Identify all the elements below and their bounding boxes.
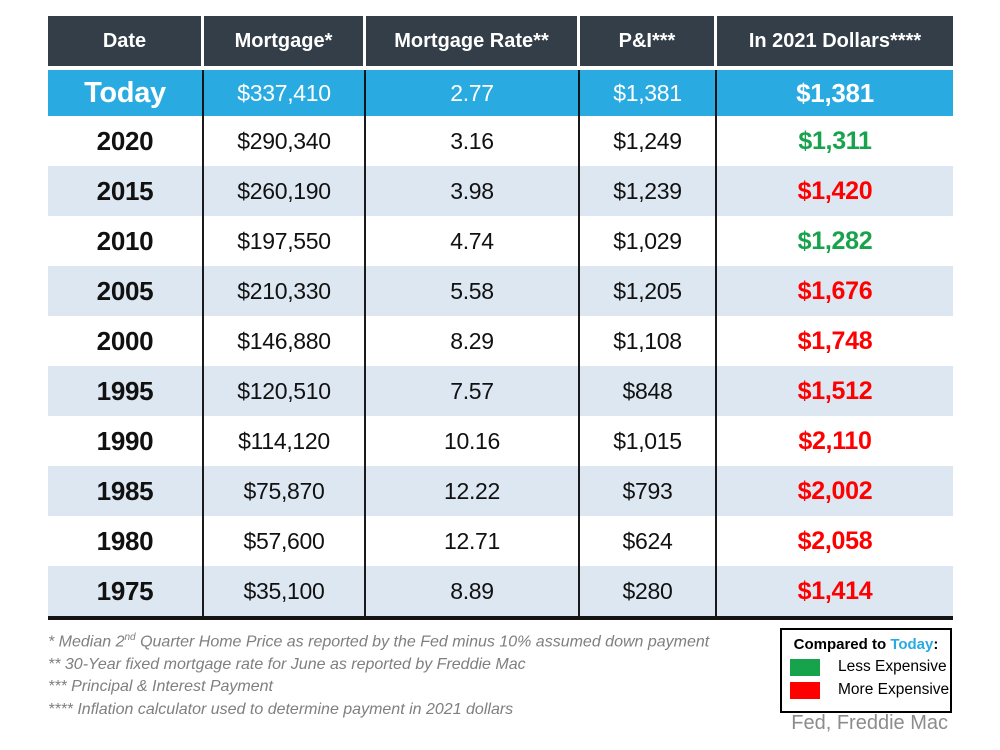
pi-cell: $793	[580, 466, 717, 516]
legend-item-less-expensive: Less Expensive	[790, 658, 947, 676]
date-cell: 2020	[48, 116, 204, 166]
pi-cell: $624	[580, 516, 717, 566]
mortgage-cell: $337,410	[204, 70, 366, 116]
mortgage-cell: $260,190	[204, 166, 366, 216]
table-row-1980: 1980 $57,600 12.71 $624 $2,058	[48, 516, 953, 566]
rate-cell: 7.57	[366, 366, 580, 416]
rate-cell: 5.58	[366, 266, 580, 316]
header-in-2021-dollars: In 2021 Dollars****	[717, 16, 953, 66]
mortgage-comparison-table: Date Mortgage* Mortgage Rate** P&I*** In…	[48, 16, 953, 620]
date-cell: 1990	[48, 416, 204, 466]
mortgage-cell: $75,870	[204, 466, 366, 516]
data-source: Fed, Freddie Mac	[791, 712, 948, 734]
footnotes: * Median 2nd Quarter Home Price as repor…	[48, 627, 768, 721]
rate-cell: 4.74	[366, 216, 580, 266]
in-2021-cell: $2,002	[797, 476, 873, 505]
table-row-2020: 2020 $290,340 3.16 $1,249 $1,311	[48, 116, 953, 166]
date-cell: 2000	[48, 316, 204, 366]
pi-cell: $1,205	[580, 266, 717, 316]
in-2021-cell: $2,058	[797, 526, 873, 555]
mortgage-cell: $210,330	[204, 266, 366, 316]
table-row-2000: 2000 $146,880 8.29 $1,108 $1,748	[48, 316, 953, 366]
rate-cell: 3.98	[366, 166, 580, 216]
header-date: Date	[48, 16, 204, 66]
in-2021-cell: $1,748	[797, 326, 873, 355]
rate-cell: 10.16	[366, 416, 580, 466]
mortgage-cell: $146,880	[204, 316, 366, 366]
table-header-row: Date Mortgage* Mortgage Rate** P&I*** In…	[48, 16, 953, 66]
pi-cell: $1,108	[580, 316, 717, 366]
in-2021-cell: $1,311	[798, 126, 872, 155]
legend-box: Compared to Today: Less Expensive More E…	[780, 628, 952, 713]
table-row-1975: 1975 $35,100 8.89 $280 $1,414	[48, 566, 953, 616]
footnote-2: ** 30-Year fixed mortgage rate for June …	[48, 655, 526, 673]
legend-label: More Expensive	[838, 681, 950, 698]
date-cell: 1985	[48, 466, 204, 516]
mortgage-cell: $290,340	[204, 116, 366, 166]
header-pi: P&I***	[580, 16, 717, 66]
in-2021-cell: $1,282	[797, 226, 873, 255]
green-swatch-icon	[790, 658, 820, 676]
mortgage-cell: $197,550	[204, 216, 366, 266]
rate-cell: 2.77	[366, 70, 580, 116]
superscript-nd: nd	[124, 632, 136, 643]
table-body: Today $337,410 2.77 $1,381 $1,381 2020 $…	[48, 70, 953, 620]
red-swatch-icon	[790, 681, 820, 699]
header-mortgage-rate: Mortgage Rate**	[366, 16, 580, 66]
in-2021-cell: $2,110	[798, 426, 872, 455]
table-row-2015: 2015 $260,190 3.98 $1,239 $1,420	[48, 166, 953, 216]
pi-cell: $280	[580, 566, 717, 616]
mortgage-cell: $114,120	[204, 416, 366, 466]
table-row-2010: 2010 $197,550 4.74 $1,029 $1,282	[48, 216, 953, 266]
footnote-3: *** Principal & Interest Payment	[48, 678, 273, 696]
in-2021-cell: $1,381	[796, 77, 874, 108]
in-2021-cell: $1,414	[797, 576, 873, 605]
date-cell: 1980	[48, 516, 204, 566]
mortgage-cell: $35,100	[204, 566, 366, 616]
legend-title: Compared to Today:	[793, 636, 939, 653]
table-row-1990: 1990 $114,120 10.16 $1,015 $2,110	[48, 416, 953, 466]
table-row-today: Today $337,410 2.77 $1,381 $1,381	[48, 70, 953, 116]
pi-cell: $1,029	[580, 216, 717, 266]
header-mortgage: Mortgage*	[204, 16, 366, 66]
table-row-1995: 1995 $120,510 7.57 $848 $1,512	[48, 366, 953, 416]
table-row-1985: 1985 $75,870 12.22 $793 $2,002	[48, 466, 953, 516]
date-cell: 2015	[48, 166, 204, 216]
date-cell: 1975	[48, 566, 204, 616]
mortgage-cell: $120,510	[204, 366, 366, 416]
date-cell: Today	[48, 70, 204, 116]
date-cell: 2010	[48, 216, 204, 266]
rate-cell: 12.71	[366, 516, 580, 566]
pi-cell: $848	[580, 366, 717, 416]
pi-cell: $1,015	[580, 416, 717, 466]
rate-cell: 12.22	[366, 466, 580, 516]
date-cell: 2005	[48, 266, 204, 316]
in-2021-cell: $1,512	[797, 376, 873, 405]
table-row-2005: 2005 $210,330 5.58 $1,205 $1,676	[48, 266, 953, 316]
legend-label: Less Expensive	[838, 658, 947, 675]
rate-cell: 8.89	[366, 566, 580, 616]
in-2021-cell: $1,420	[797, 176, 873, 205]
footnote-1: * Median 2nd Quarter Home Price as repor…	[48, 632, 710, 651]
footnote-4: **** Inflation calculator used to determ…	[48, 700, 514, 718]
legend-today-highlight: Today	[890, 636, 934, 653]
in-2021-cell: $1,676	[797, 276, 873, 305]
pi-cell: $1,381	[580, 70, 717, 116]
rate-cell: 8.29	[366, 316, 580, 366]
legend-item-more-expensive: More Expensive	[790, 681, 949, 699]
rate-cell: 3.16	[366, 116, 580, 166]
mortgage-cell: $57,600	[204, 516, 366, 566]
date-cell: 1995	[48, 366, 204, 416]
pi-cell: $1,249	[580, 116, 717, 166]
pi-cell: $1,239	[580, 166, 717, 216]
